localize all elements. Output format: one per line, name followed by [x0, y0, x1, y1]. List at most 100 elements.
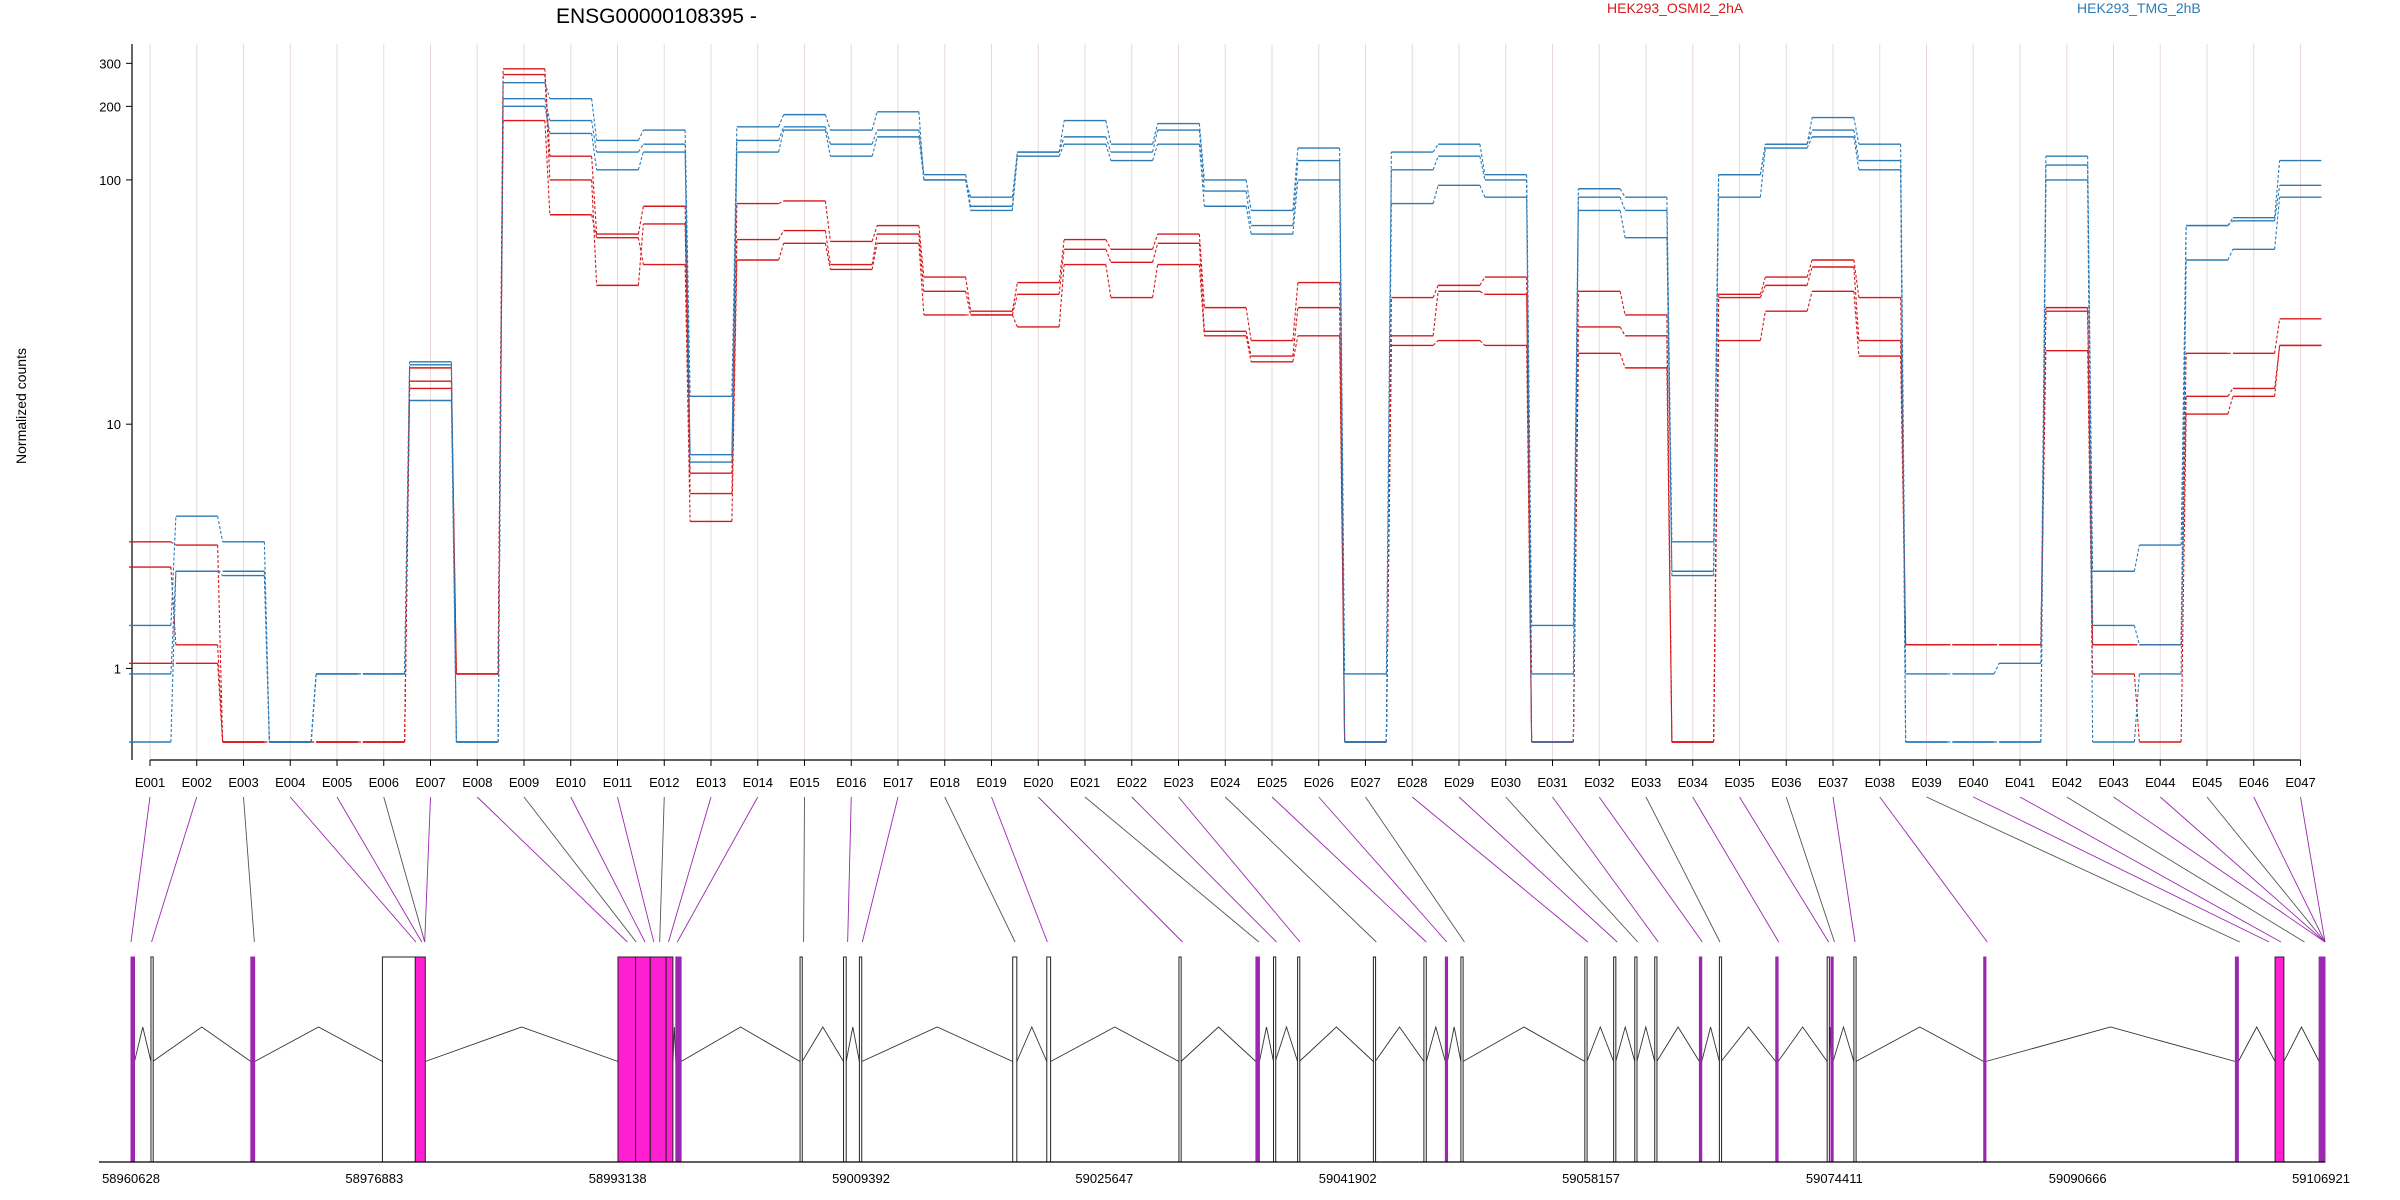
x-tick-label-e025: E025 — [1257, 775, 1287, 790]
series-5-link-9 — [544, 98, 551, 121]
exon-connector-lines — [130, 796, 2326, 943]
exon-block-36 — [2274, 956, 2285, 1163]
connector-e043 — [2113, 796, 2326, 943]
series-3-link-6 — [404, 367, 411, 743]
series-3-link-30 — [1526, 345, 1533, 743]
connector-e047 — [2300, 796, 2326, 943]
series-6-link-12 — [684, 152, 691, 463]
x-tick-label-e031: E031 — [1537, 775, 1567, 790]
intron-18 — [1274, 1025, 1299, 1062]
series-1-link-23 — [1198, 234, 1205, 308]
connector-e042 — [2066, 796, 2305, 943]
series-6-link-8 — [497, 106, 504, 743]
series-6-link-11 — [637, 151, 644, 170]
connector-e044 — [2159, 796, 2326, 943]
series-5-link-46 — [2274, 185, 2281, 221]
x-tick-label-e026: E026 — [1304, 775, 1334, 790]
exon-block-33 — [1853, 956, 1857, 1163]
connector-e046 — [2253, 796, 2326, 943]
x-tick-label-e020: E020 — [1023, 775, 1053, 790]
intron-12 — [845, 1026, 860, 1062]
series-1-link-35 — [1759, 276, 1766, 295]
connector-e004 — [289, 796, 417, 943]
series-2-link-17 — [918, 234, 925, 292]
exon-block-19 — [1297, 956, 1301, 1163]
x-tick-label-e002: E002 — [182, 775, 212, 790]
connector-e034 — [1692, 796, 1780, 943]
x-tick-label-e014: E014 — [743, 775, 773, 790]
series-1-link-25 — [1292, 282, 1299, 341]
series-1-link-37 — [1853, 259, 1860, 298]
series-6-link-34 — [1713, 197, 1720, 576]
series-2-link-10 — [591, 179, 598, 286]
connector-e038 — [1879, 796, 1988, 943]
series-3-link-34 — [1713, 340, 1720, 743]
genome-coordinate-6: 59041902 — [1319, 1171, 1377, 1186]
x-tick-label-e047: E047 — [2285, 775, 2315, 790]
connector-e032 — [1598, 796, 1703, 943]
y-tick-label-300: 300 — [99, 56, 121, 71]
series-1-link-17 — [918, 225, 925, 278]
gene-model: 58960628 58976883 58993138 59009392 59025647… — [99, 956, 2350, 1186]
x-tick-label-e013: E013 — [696, 775, 726, 790]
series-6-link-7 — [450, 400, 457, 743]
exon-block-26 — [1634, 956, 1638, 1163]
exon-block-7 — [635, 956, 651, 1163]
series-5-link-32 — [1619, 196, 1626, 211]
connector-e035 — [1739, 796, 1830, 943]
x-tick-label-e010: E010 — [556, 775, 586, 790]
x-tick-label-e017: E017 — [883, 775, 913, 790]
x-tick-label-e041: E041 — [2005, 775, 2035, 790]
exon-block-14 — [1012, 956, 1018, 1163]
exon-block-8 — [649, 956, 667, 1163]
intron-10 — [680, 1026, 801, 1062]
series-4-link-15 — [824, 114, 831, 131]
x-tick-label-e015: E015 — [789, 775, 819, 790]
intron-19 — [1299, 1026, 1374, 1062]
intron-30 — [1777, 1026, 1828, 1062]
intron-2 — [152, 1026, 252, 1062]
exon-block-22 — [1444, 956, 1449, 1163]
series-6-link-18 — [965, 179, 972, 211]
x-tick-label-e032: E032 — [1584, 775, 1614, 790]
exon-block-31 — [1826, 956, 1830, 1163]
series-2-link-22 — [1152, 243, 1159, 263]
connector-e018 — [944, 796, 1016, 943]
exon-block-16 — [1178, 956, 1182, 1163]
series-2-link-1 — [170, 567, 177, 645]
series-5-link-1 — [170, 571, 177, 674]
intron-21 — [1425, 1025, 1446, 1062]
series-4-link-23 — [1198, 123, 1205, 180]
series-2-link-19 — [1011, 294, 1018, 316]
x-tick-label-e043: E043 — [2098, 775, 2128, 790]
series-1-link-15 — [824, 200, 831, 242]
series-3-link-24 — [1245, 335, 1252, 362]
exon-block-18 — [1273, 956, 1277, 1163]
axes: 1 10 100 200 300 E001 E002 E003 E004 E005 E006 E007… — [99, 44, 2316, 790]
series-6-link-46 — [2274, 197, 2281, 250]
series-6-link-37 — [1853, 136, 1860, 170]
connector-e040 — [1973, 796, 2270, 943]
genome-coordinate-3: 58993138 — [589, 1171, 647, 1186]
genome-coordinate-4: 59009392 — [832, 1171, 890, 1186]
x-tick-label-e035: E035 — [1724, 775, 1754, 790]
series-2-link-23 — [1198, 243, 1205, 332]
series-1-link-20 — [1058, 239, 1065, 283]
genome-coordinate-1: 58960628 — [102, 1171, 160, 1186]
intron-32 — [1832, 1025, 1855, 1062]
series-4-link-14 — [778, 114, 785, 127]
intron-15 — [1050, 1026, 1180, 1062]
genome-coordinate-5: 59025647 — [1075, 1171, 1133, 1186]
series-2-link-45 — [2227, 388, 2234, 397]
connector-e006 — [383, 796, 426, 943]
series-3-link-28 — [1432, 340, 1439, 346]
series-6-link-10 — [591, 133, 598, 170]
genome-coordinate-9: 59090666 — [2049, 1171, 2107, 1186]
intron-5 — [425, 1026, 619, 1062]
series-2-link-16 — [871, 234, 878, 265]
genome-coordinate-8: 59074411 — [1806, 1171, 1863, 1186]
series-3-link-36 — [1806, 291, 1813, 312]
connector-e010 — [570, 796, 646, 943]
series-3-link-13 — [731, 259, 738, 522]
series-3-link-2 — [217, 663, 224, 743]
